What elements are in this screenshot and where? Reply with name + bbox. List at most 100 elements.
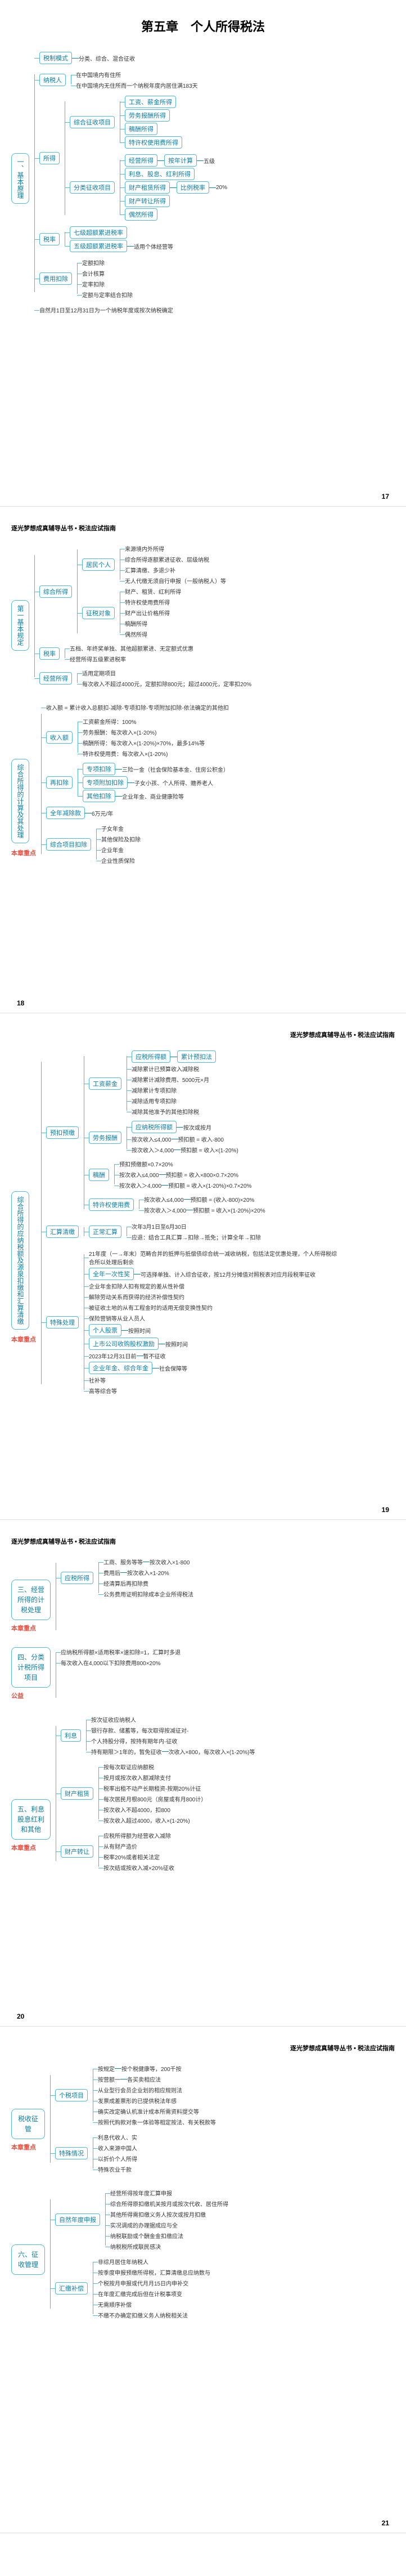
leaf-af4: 纳税联励或个酬金金扣缴应法 bbox=[110, 2231, 183, 2240]
box-withhold: 预扣预缴 bbox=[46, 1126, 79, 1139]
leaf-a0: 预扣预缴额×0.7×20% bbox=[119, 1159, 173, 1169]
mindmap-p21: 税收征管 本章重点 个税项目 按规定按个税健康等，200千按 按营额一各买卖相应… bbox=[11, 2064, 395, 2320]
box-7level: 七级超额累进税率 bbox=[70, 226, 127, 239]
leaf-tax-mode: 分类、综合、混合征收 bbox=[79, 53, 135, 63]
page-17: 第五章 个人所得税法 一、基本原理 税制模式 分类、综合、混合征收 bbox=[0, 0, 406, 507]
leaf-o1: 特许权使用费所得 bbox=[125, 597, 170, 607]
page-19: 逐光梦想成真辅导丛书 • 税法应试指南 综合所得的应纳税额及源泉扣缴和汇算清缴 … bbox=[0, 1013, 406, 1520]
highlight-18: 本章重点 bbox=[11, 848, 36, 857]
leaf-ti1s: 各买卖相应法 bbox=[127, 2074, 161, 2084]
leaf-i3: 特许权使用费：每次收入×(1-20%) bbox=[83, 749, 168, 758]
box-addspecial: 专项附加扣除 bbox=[83, 776, 128, 789]
leaf-o4: 偶然所得 bbox=[125, 629, 147, 639]
leaf-formula: 收入额 = 累计收入总额扣-减除-专项扣除-专项附加扣除-依法确定的其他扣 bbox=[46, 703, 229, 712]
leaf-b0: 适用定期项目 bbox=[82, 668, 116, 678]
mindmap-p17: 一、基本原理 税制模式 分类、综合、混合征收 纳税人 bbox=[11, 52, 395, 315]
box-transfer20: 财产转让 bbox=[61, 1845, 93, 1858]
leaf-i1: 劳务报酬：每次收入×(1-20%) bbox=[83, 727, 156, 737]
highlight-20c: 本章重点 bbox=[11, 1843, 51, 1852]
box-cum: 累计预扣法 bbox=[177, 1050, 216, 1063]
leaf-tr1: 从有财产造价 bbox=[103, 1841, 137, 1851]
leaf-af3: 实况调成的办理据成应与全 bbox=[110, 2220, 178, 2230]
box-royalty19: 特许权使用费 bbox=[89, 1198, 134, 1211]
box-deduct: 费用扣除 bbox=[39, 272, 72, 285]
leaf-ti3: 发票成差票形的已提供税法年感 bbox=[98, 2096, 177, 2105]
leaf-res1: 在中国境内有住所 bbox=[76, 70, 121, 79]
leaf-se1: 按季度申报预缴所得税，汇算清缴总应纳数与 bbox=[98, 2268, 210, 2277]
page-21: 逐光梦想成真辅导丛书 • 税法应试指南 税收征管 本章重点 个税项目 按规定按个… bbox=[0, 2027, 406, 2533]
box-service19: 劳务报酬 bbox=[89, 1132, 121, 1144]
leaf-w1: 减除累计已预算收入减除税 bbox=[132, 1064, 199, 1074]
leaf-sp11: 高等综合等 bbox=[89, 1386, 117, 1396]
leaf-account: 会计核算 bbox=[82, 269, 105, 278]
leaf-roy1s: 预扣额 = 收入×(1-20%)×20% bbox=[193, 1205, 265, 1215]
box-wage19: 工资薪金 bbox=[89, 1077, 121, 1090]
leaf-int2: 个人持股分得，按持有期年内-征收 bbox=[91, 1736, 177, 1746]
leaf-w5: 减除其他准予的其他扣除税 bbox=[132, 1107, 199, 1116]
leaf-rent0: 按每次取证应纳额税 bbox=[103, 1762, 154, 1772]
leaf-r3: 无人代缴无须自行申报（一般纳税人）等 bbox=[125, 576, 226, 585]
highlight-20a: 本章重点 bbox=[11, 1624, 51, 1633]
box-option: 上市公司收购股权激励 bbox=[89, 1338, 159, 1350]
leaf-svc1: 按次收入≤4,000 bbox=[132, 1134, 172, 1144]
leaf-biz1s: 按次收入×1-20% bbox=[127, 1568, 169, 1577]
root-comp-calc: 综合所得的计算及其处理 bbox=[11, 759, 29, 843]
leaf-roy0: 按次收入≤4,000 bbox=[144, 1195, 184, 1204]
root-interest: 五、利息股息红利和其他 bbox=[11, 1799, 51, 1840]
box-settle: 汇算清缴 bbox=[46, 1226, 79, 1238]
leaf-sp8a: 2023年12月31日前 bbox=[89, 1351, 137, 1361]
box-5level-rate: 五级超额累进税率 bbox=[70, 240, 127, 252]
leaf-int3s: 次收入×800，每次收入×(1-20%)等 bbox=[169, 1747, 255, 1756]
header-right: 逐光梦想成真辅导丛书 • 税法应试指南 bbox=[11, 1030, 395, 1039]
box-rent20: 财产租赁 bbox=[61, 1787, 93, 1800]
leaf-a2: 按次收入＞4,000 bbox=[119, 1180, 161, 1190]
box-other: 其他扣除 bbox=[83, 790, 115, 802]
leaf-20pct: 20% bbox=[216, 184, 227, 191]
leaf-r2: 汇算清缴、多退少补 bbox=[125, 565, 175, 575]
box-accidental: 偶然所得 bbox=[125, 208, 157, 221]
leaf-tr3: 按次结或按收入减×20%征收 bbox=[103, 1863, 174, 1872]
box-ratio: 比例税率 bbox=[177, 181, 209, 194]
leaf-taxyear: 自然月1日至12月31日为一个纳税年度或按次纳税确定 bbox=[39, 305, 173, 315]
header-left: 逐光梦想成真辅导丛书 • 税法应试指南 bbox=[11, 524, 395, 533]
box-income-amt: 收入额 bbox=[46, 731, 73, 744]
leaf-se2: 个税按月申报或代月月15日内申补交 bbox=[98, 2278, 188, 2288]
leaf-sp6: 按照时间 bbox=[128, 1326, 151, 1335]
box-taxable2: 应纳税所得额 bbox=[132, 1121, 177, 1133]
header-left: 逐光梦想成真辅导丛书 • 税法应试指南 bbox=[11, 1537, 395, 1546]
box-annual-deduct: 全年减除款 bbox=[46, 807, 85, 819]
leaf-c0: 子女年金 bbox=[101, 824, 124, 833]
box-settle21: 汇缴补偿 bbox=[55, 2282, 88, 2295]
box-int20: 利息 bbox=[61, 1729, 81, 1742]
leaf-biz1: 费用后 bbox=[103, 1568, 120, 1577]
leaf-r0: 来源境内外所得 bbox=[125, 544, 164, 553]
leaf-biz0: 工商、服务等等 bbox=[103, 1557, 143, 1567]
leaf-int0: 按次征收应纳税人 bbox=[91, 1715, 136, 1724]
leaf-tr0: 应税所得额为经营收入减除 bbox=[103, 1831, 171, 1840]
leaf-cl1: 每次收入在4,000以下扣除费用800×20% bbox=[61, 1658, 161, 1667]
root-collect: 税收征管 bbox=[11, 2109, 45, 2139]
leaf-b1: 每次收入不超过4000元，定额扣除800元；超过4000元，定率扣20% bbox=[82, 679, 251, 688]
highlight-20b: 公益 bbox=[11, 1691, 51, 1700]
leaf-d0: 三险一金（社会保险基本金、住房公积金） bbox=[122, 764, 229, 774]
leaf-ti0: 按规定 bbox=[98, 2064, 115, 2073]
root-comp-tax: 综合所得的应纳税额及源泉扣缴和汇算清缴 bbox=[11, 1191, 29, 1330]
header-right: 逐光梦想成真辅导丛书 • 税法应试指南 bbox=[11, 2043, 395, 2052]
box-taxable20: 应税所得 bbox=[61, 1572, 93, 1584]
highlight-21: 本章重点 bbox=[11, 2143, 45, 2152]
root-class: 四、分类计税所得项目 bbox=[11, 1647, 51, 1688]
leaf-af0: 经营所得按年度汇算申报 bbox=[110, 2188, 172, 2198]
leaf-rate1: 经营所得五级累进税率 bbox=[70, 654, 126, 664]
leaf-i0: 工资薪金所得：100% bbox=[83, 717, 137, 726]
leaf-w3: 减除累计专项扣除 bbox=[132, 1085, 177, 1095]
box-author: 稿酬所得 bbox=[125, 123, 157, 135]
root-biz: 三、经营所得的计税处理 bbox=[11, 1580, 51, 1620]
page-number: 19 bbox=[382, 1506, 389, 1514]
leaf-sp4: 被征收土地的从有工程金时的适用无偿变换性契约 bbox=[89, 1303, 213, 1312]
leaf-rent3: 每次居民月根800元（房屋或有月800计） bbox=[103, 1794, 206, 1804]
leaf-rent2: 税率出租不动产长期租资-按期20%计征 bbox=[103, 1783, 201, 1793]
box-annuity: 企业年金、综合年金 bbox=[89, 1362, 152, 1374]
leaf-rent5: 按次收入超过4000，收入×(1-20%) bbox=[103, 1815, 190, 1825]
leaf-sp5: 保险营销等从业人员人 bbox=[89, 1313, 145, 1323]
box-comp-deduct: 综合项目扣除 bbox=[46, 838, 91, 851]
